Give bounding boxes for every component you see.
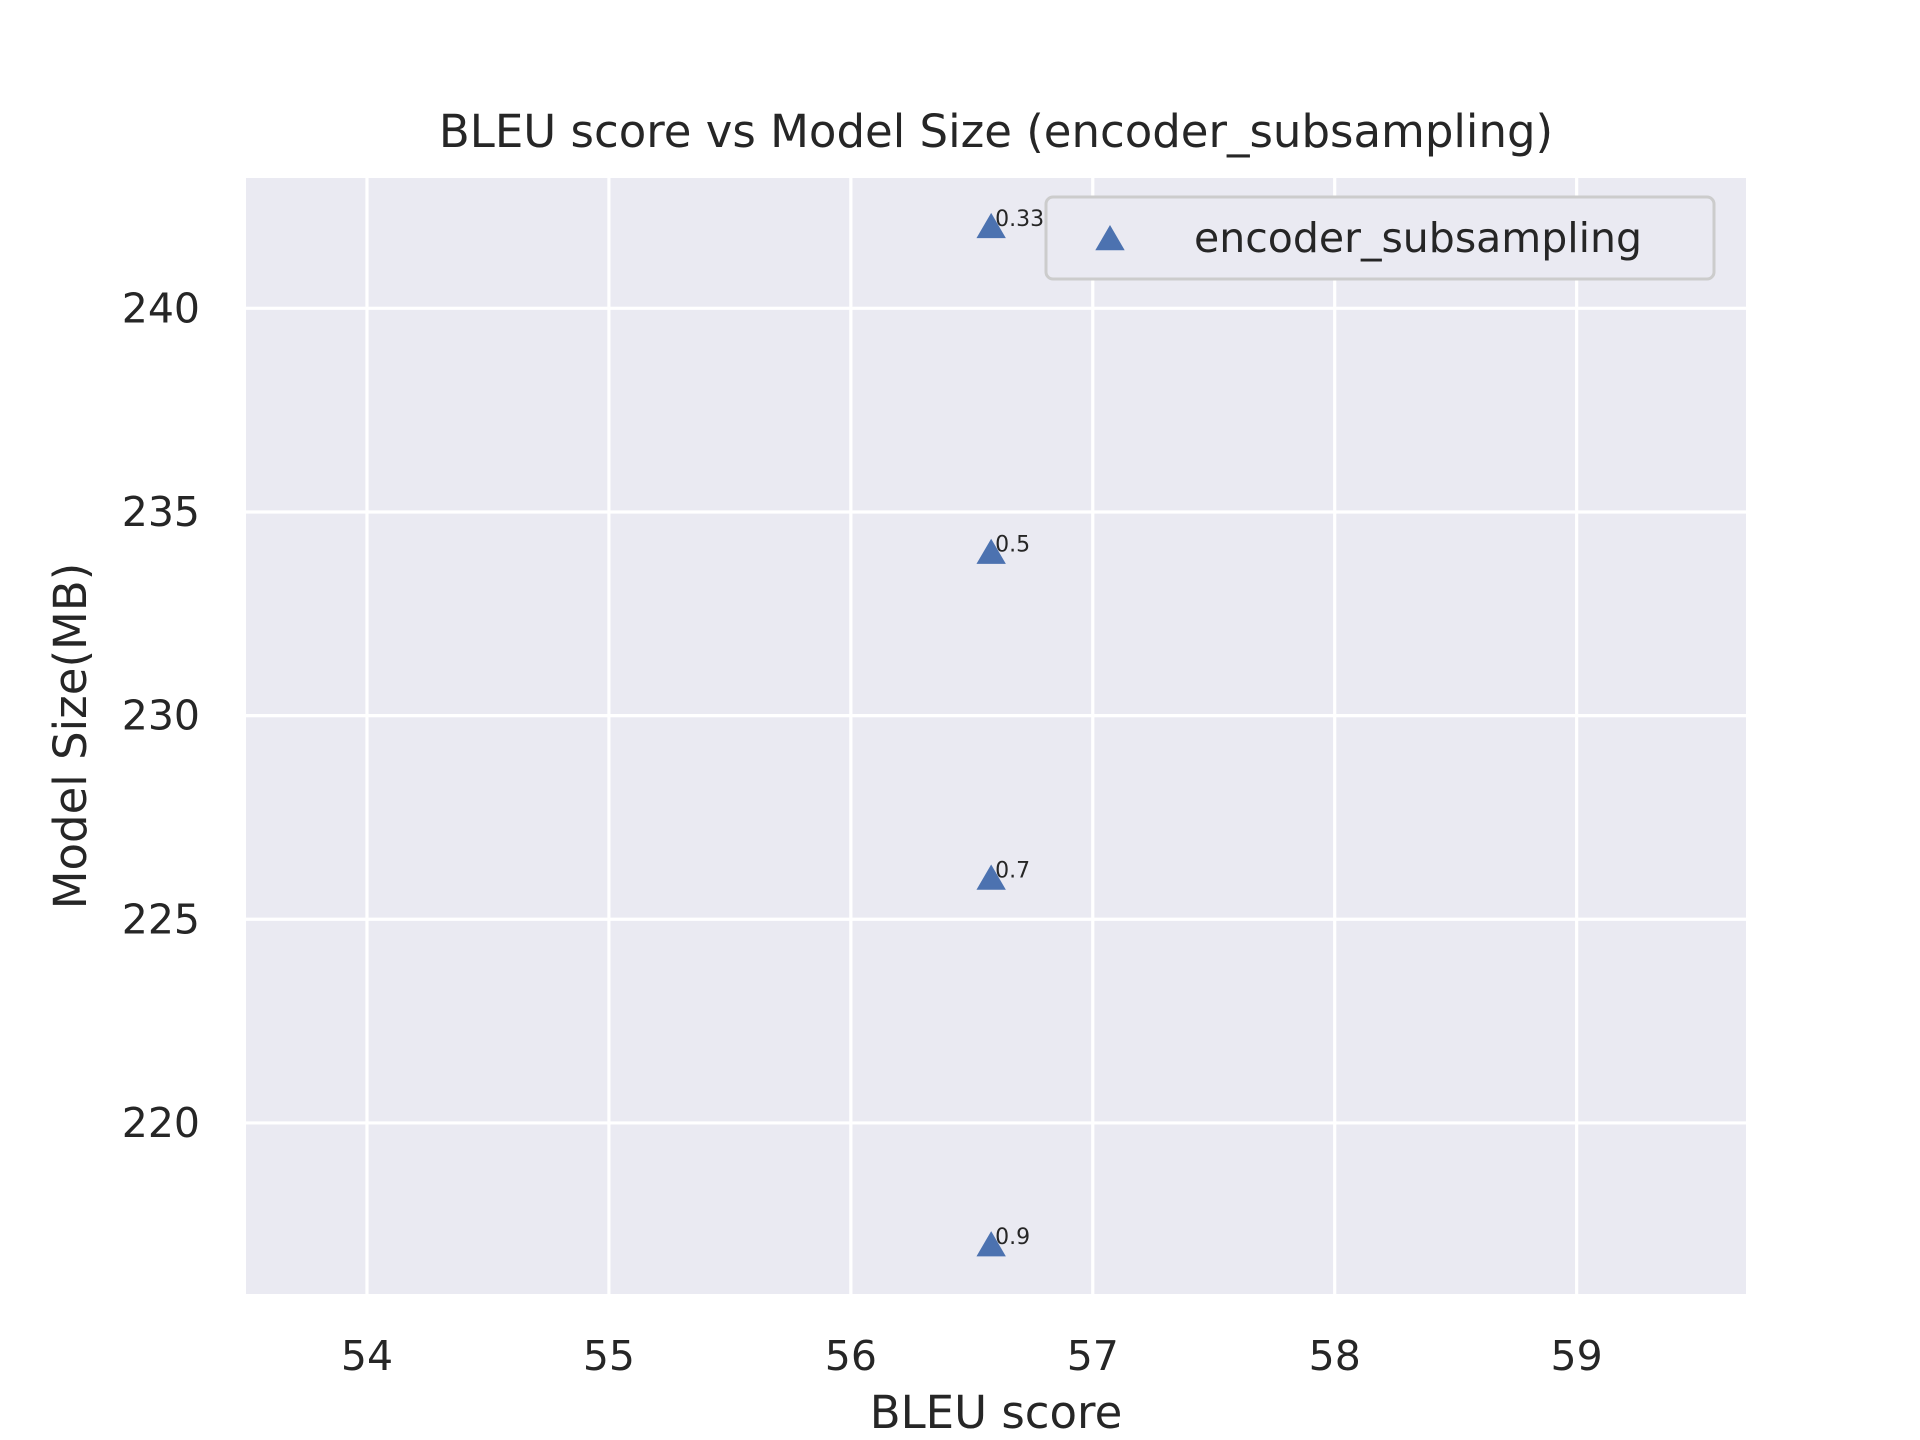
y-axis-title: Model Size(MB) — [44, 563, 97, 910]
data-point-label: 0.33 — [995, 207, 1044, 232]
data-point-label: 0.5 — [995, 533, 1030, 558]
legend-label: encoder_subsampling — [1194, 214, 1642, 262]
y-tick-label: 225 — [122, 895, 200, 943]
x-tick-label: 58 — [1309, 1332, 1361, 1380]
grid-lines — [246, 178, 1746, 1294]
tick-labels: 54 55 56 57 58 59 220 225 230 235 240 — [122, 284, 1603, 1380]
y-tick-label: 220 — [122, 1099, 200, 1147]
data-point-marker — [976, 212, 1006, 239]
data-point-label: 0.9 — [995, 1225, 1030, 1250]
chart-title: BLEU score vs Model Size (encoder_subsam… — [439, 105, 1553, 158]
legend: encoder_subsampling — [1044, 195, 1716, 281]
plot-area — [246, 178, 1746, 1294]
legend-marker-icon — [1095, 225, 1125, 251]
x-tick-label: 55 — [583, 1332, 635, 1380]
data-point-marker — [976, 864, 1006, 890]
y-tick-label: 240 — [122, 284, 200, 332]
x-tick-label: 54 — [341, 1332, 393, 1380]
y-tick-label: 235 — [122, 488, 200, 536]
data-point-label: 0.7 — [995, 859, 1030, 884]
data-point-marker — [976, 1231, 1006, 1257]
legend-box — [1044, 195, 1716, 281]
x-tick-label: 59 — [1551, 1332, 1603, 1380]
data-point-marker — [976, 538, 1006, 564]
data-points: 0.33 0.5 0.7 0.9 — [976, 207, 1044, 1257]
y-tick-label: 230 — [122, 692, 200, 740]
x-axis-title: BLEU score — [870, 1386, 1123, 1439]
x-tick-label: 57 — [1067, 1332, 1119, 1380]
x-tick-label: 56 — [825, 1332, 877, 1380]
